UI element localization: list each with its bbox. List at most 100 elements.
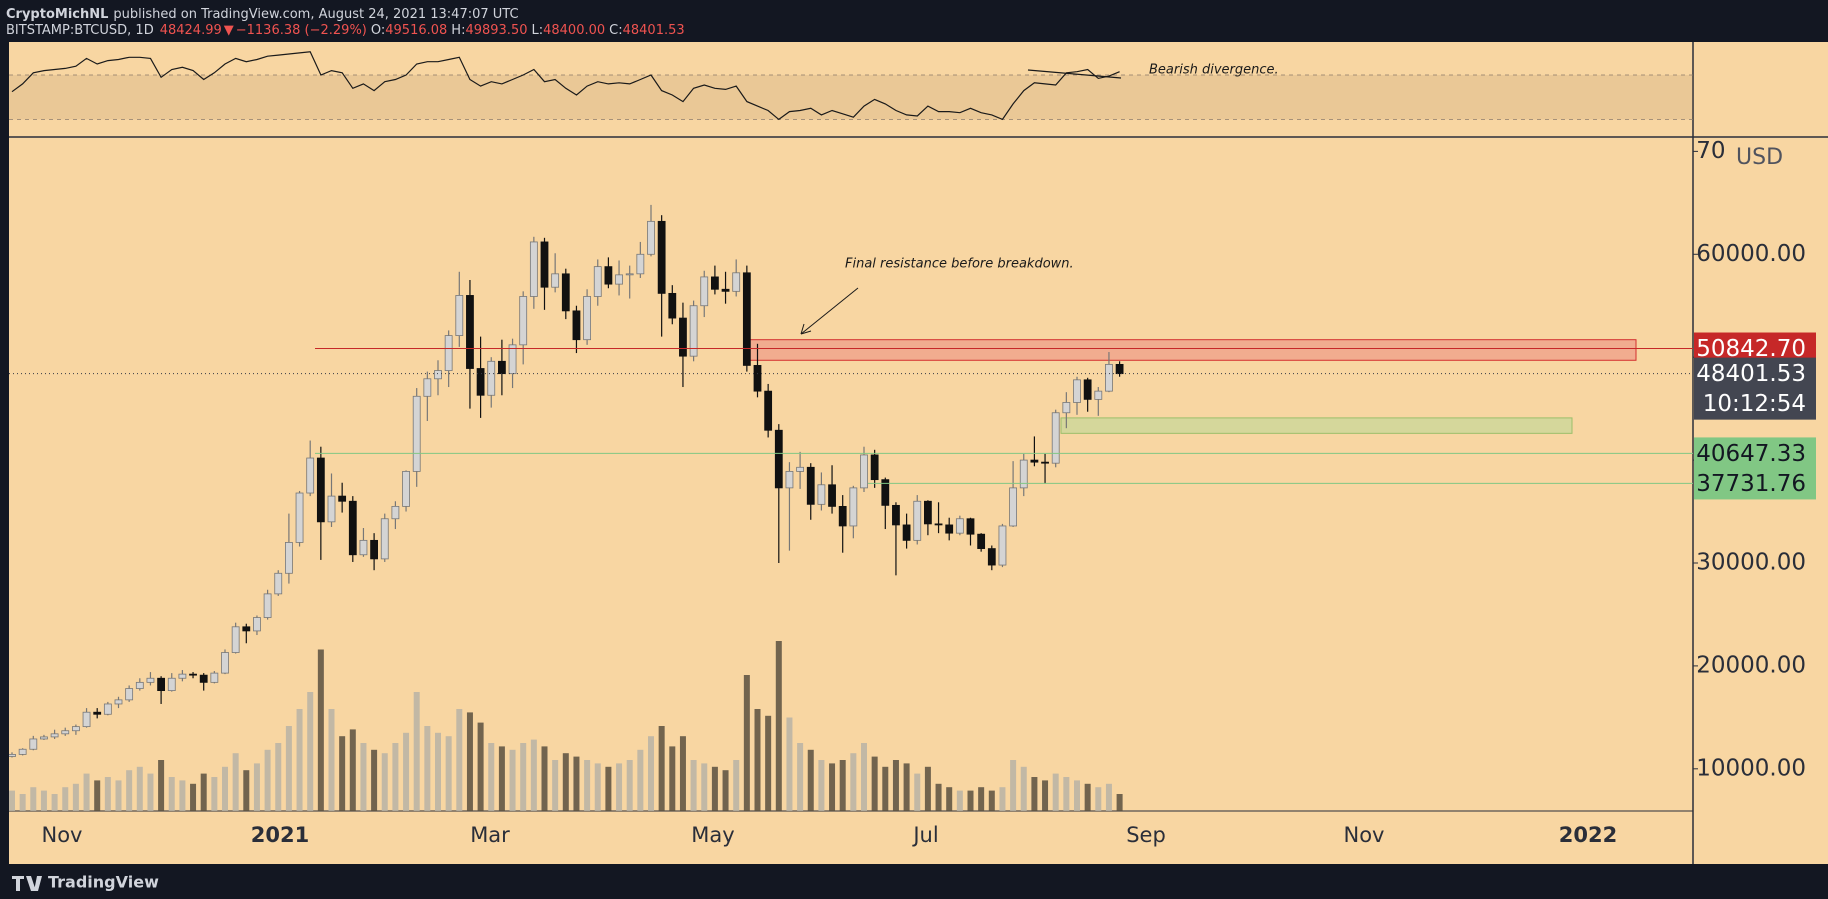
x-tick-label: Nov: [1344, 823, 1385, 847]
volume-bar: [413, 692, 420, 811]
volume-bar: [1063, 777, 1070, 811]
candle-body: [348, 500, 357, 556]
volume-bar: [754, 709, 761, 811]
volume-bar: [275, 743, 282, 811]
symbol-legend: BITSTAMP:BTCUSD, 1D 48424.99 ▼ −1136.38 (−2…: [6, 23, 685, 38]
candle-body: [924, 500, 932, 525]
volume-bar: [1105, 783, 1112, 811]
candle-body: [764, 390, 773, 431]
volume-bar: [360, 743, 367, 811]
volume-bar: [190, 783, 197, 811]
volume-bar: [424, 726, 431, 811]
volume-bar: [83, 773, 90, 811]
candle-body: [40, 736, 48, 740]
logo: [12, 876, 42, 891]
candle-body: [274, 572, 283, 595]
currency-bg: [1726, 140, 1816, 174]
candle-body: [103, 703, 112, 715]
volume-bar: [62, 787, 69, 811]
volume-bar: [19, 794, 26, 811]
annotation-arrow: [800, 287, 859, 335]
last: 48424.99: [160, 23, 222, 38]
candle-body: [72, 726, 80, 732]
footer: TradingView: [12, 873, 159, 892]
volume-bar: [466, 712, 473, 811]
y-tick-label: 10000.00: [1696, 755, 1806, 781]
candle-body: [1094, 390, 1103, 400]
candle-body: [1115, 363, 1124, 375]
volume-bar: [40, 790, 47, 811]
x-tick-label: Jul: [911, 823, 938, 847]
volume-bar: [222, 766, 228, 811]
publish-line: CryptoMichNL published on TradingView.com…: [6, 7, 519, 22]
candle-body: [955, 518, 964, 534]
price-label-bg: [1694, 437, 1816, 470]
candle-body: [902, 524, 911, 541]
volume-bar: [307, 692, 314, 811]
published: published on TradingView.com, August 24,…: [113, 7, 518, 22]
candle-body: [178, 673, 187, 679]
x-tick-label: Sep: [1126, 823, 1166, 847]
arrow-head: [800, 323, 812, 335]
candle-body: [338, 495, 347, 502]
volume-bar: [935, 783, 942, 811]
volume-bar: [94, 780, 101, 811]
volume-bar: [488, 743, 495, 811]
zone: [1060, 417, 1573, 434]
candle-body: [721, 288, 730, 292]
candle-body: [657, 220, 666, 294]
candle-body: [668, 292, 677, 319]
candle-body: [519, 296, 528, 346]
volume-bar: [711, 766, 718, 811]
candle-body: [157, 677, 166, 692]
zone: [743, 339, 1637, 361]
volume-bar: [339, 736, 346, 811]
volume-bar: [818, 760, 825, 811]
candle-body: [700, 276, 709, 307]
candle-body: [221, 652, 229, 674]
volume-bar: [403, 732, 410, 811]
candle-body: [860, 454, 868, 489]
candle-body: [796, 466, 804, 472]
volume-bar: [541, 746, 548, 811]
candle-body: [870, 454, 879, 481]
ohlc-key: H:: [451, 23, 465, 38]
candle-body: [881, 479, 890, 506]
volume-bar: [232, 753, 239, 811]
candle-body: [114, 699, 123, 705]
volume-bar: [179, 780, 186, 811]
candle-body: [497, 360, 506, 375]
candle-body: [753, 365, 762, 392]
volume-bar: [296, 709, 303, 811]
candle-body: [295, 492, 304, 543]
volume-bar: [967, 790, 974, 811]
x-tick-label: Mar: [470, 823, 510, 847]
volume-bar: [1074, 780, 1080, 811]
candle-body: [29, 738, 38, 750]
candle-body: [838, 506, 847, 527]
volume-bar: [168, 777, 175, 811]
candle-body: [242, 626, 251, 632]
candle-body: [711, 276, 719, 290]
candle-body: [998, 525, 1007, 566]
candle-body: [135, 681, 144, 689]
candle-body: [977, 533, 986, 549]
ohlc-value: 49516.08: [385, 23, 447, 38]
volume-bar: [658, 726, 665, 811]
candle-body: [327, 495, 336, 523]
volume-bar: [328, 709, 335, 811]
candle-body: [806, 466, 815, 505]
candle-body: [476, 368, 485, 396]
candle-body: [625, 273, 634, 276]
price-label: 40647.33: [1696, 441, 1806, 467]
volume-bar: [530, 739, 537, 811]
candle-body: [679, 317, 687, 357]
x-tick-label: Nov: [42, 823, 83, 847]
rsi-band: [9, 75, 1693, 120]
rsi-pane: [9, 51, 1693, 121]
volume-bar: [30, 787, 37, 811]
candle-body: [529, 241, 538, 297]
volume-bar: [797, 743, 804, 811]
candle-body: [945, 524, 954, 534]
volume-bar: [924, 766, 931, 811]
